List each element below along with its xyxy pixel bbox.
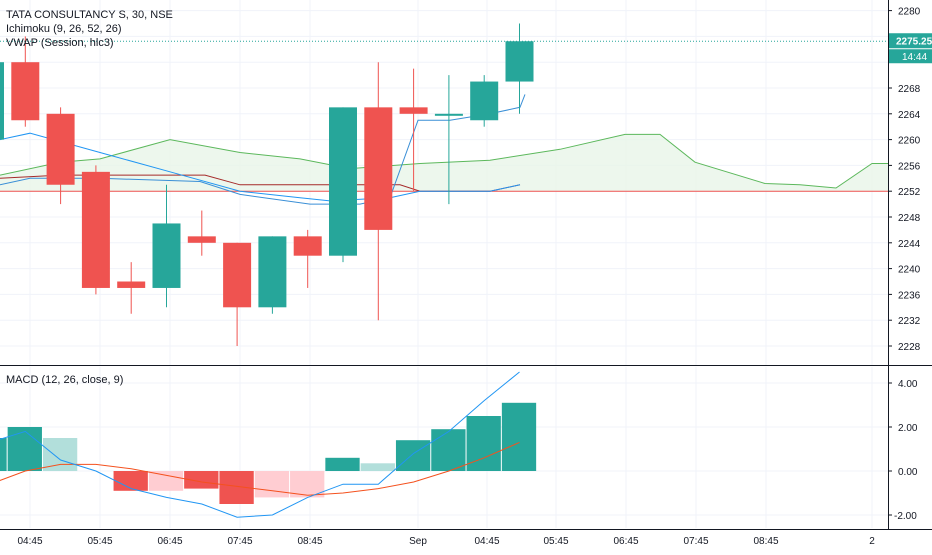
- price-tick-label: 2256: [898, 161, 921, 172]
- macd-title[interactable]: MACD (12, 26, close, 9): [6, 374, 124, 386]
- macd-histogram-bar[interactable]: [113, 471, 148, 491]
- candle-body[interactable]: [505, 41, 534, 82]
- main-legend: TATA CONSULTANCY S, 30, NSE Ichimoku (9,…: [6, 8, 173, 50]
- chart-title[interactable]: TATA CONSULTANCY S, 30, NSE: [6, 9, 173, 21]
- price-tick-label: 2252: [898, 187, 921, 198]
- price-tick-label: 2240: [898, 265, 921, 276]
- time-tick-label: Sep: [409, 536, 427, 547]
- candle-body[interactable]: [11, 62, 40, 121]
- price-tick-label: 2260: [898, 136, 921, 147]
- time-tick-label: 08:45: [297, 536, 322, 547]
- candle-body[interactable]: [81, 171, 110, 288]
- ichimoku-legend[interactable]: Ichimoku (9, 26, 52, 26): [6, 23, 122, 35]
- macd-pane: [0, 371, 537, 518]
- candle-body[interactable]: [258, 236, 287, 308]
- macd-tick-label: 2.00: [898, 423, 918, 434]
- macd-histogram-bar[interactable]: [360, 463, 395, 471]
- countdown-label: 14:44: [902, 52, 927, 63]
- macd-histogram-bar[interactable]: [431, 429, 466, 471]
- macd-histogram-bar[interactable]: [325, 457, 360, 471]
- time-tick-label: 2: [869, 536, 875, 547]
- price-tick-label: 2264: [898, 110, 921, 121]
- candle-body[interactable]: [46, 113, 75, 185]
- grid: [0, 0, 888, 528]
- macd-histogram-bar[interactable]: [395, 440, 431, 471]
- last-price-label: 2275.25: [896, 37, 932, 48]
- conversion-line: [0, 132, 521, 202]
- candle-body[interactable]: [329, 107, 357, 256]
- macd-tick-label: 0.00: [898, 467, 918, 478]
- macd-histogram-bar[interactable]: [7, 427, 42, 471]
- macd-histogram-bar[interactable]: [148, 471, 184, 491]
- price-tick-label: 2232: [898, 316, 921, 327]
- time-tick-label: 04:45: [474, 536, 499, 547]
- macd-legend: MACD (12, 26, close, 9): [6, 373, 123, 387]
- macd-histogram-bar[interactable]: [184, 471, 219, 489]
- time-tick-label: 06:45: [157, 536, 182, 547]
- signal-line: [0, 441, 520, 496]
- macd-tick-label: -2.00: [894, 511, 917, 522]
- leading-span-a: [0, 133, 888, 189]
- time-tick-label: 05:45: [543, 536, 568, 547]
- ichimoku-cloud: [0, 133, 888, 192]
- time-tick-label: 06:45: [613, 536, 638, 547]
- macd-histogram-bar[interactable]: [254, 471, 290, 498]
- time-tick-label: 04:45: [17, 536, 42, 547]
- macd-line: [0, 371, 520, 518]
- price-tick-label: 2228: [898, 342, 921, 353]
- time-tick-label: 08:45: [753, 536, 778, 547]
- time-tick-label: 07:45: [227, 536, 252, 547]
- candles[interactable]: [0, 23, 534, 347]
- price-tick-label: 2244: [898, 239, 921, 250]
- vwap-legend[interactable]: VWAP (Session, hlc3): [6, 37, 114, 49]
- macd-histogram-bar[interactable]: [0, 438, 7, 471]
- price-tick-label: 2236: [898, 290, 921, 301]
- price-tick-label: 2268: [898, 84, 921, 95]
- candle-body[interactable]: [0, 62, 4, 140]
- candle-body[interactable]: [187, 236, 216, 243]
- candle-body[interactable]: [223, 242, 252, 308]
- countdown-marker: [889, 49, 932, 64]
- candle-body[interactable]: [470, 81, 499, 121]
- time-tick-label: 07:45: [683, 536, 708, 547]
- candle-body[interactable]: [152, 223, 181, 288]
- candle-body[interactable]: [117, 281, 146, 288]
- price-tick-label: 2248: [898, 213, 921, 224]
- macd-histogram-bar[interactable]: [501, 402, 537, 471]
- macd-tick-label: 4.00: [898, 379, 918, 390]
- price-tick-label: 2280: [898, 7, 921, 18]
- macd-histogram-bar[interactable]: [42, 438, 78, 471]
- candle-body[interactable]: [293, 236, 322, 256]
- candle-body[interactable]: [364, 107, 393, 230]
- candle-body[interactable]: [434, 113, 463, 116]
- candle-body[interactable]: [399, 107, 428, 114]
- last-price-marker[interactable]: [889, 33, 932, 49]
- time-tick-label: 05:45: [87, 536, 112, 547]
